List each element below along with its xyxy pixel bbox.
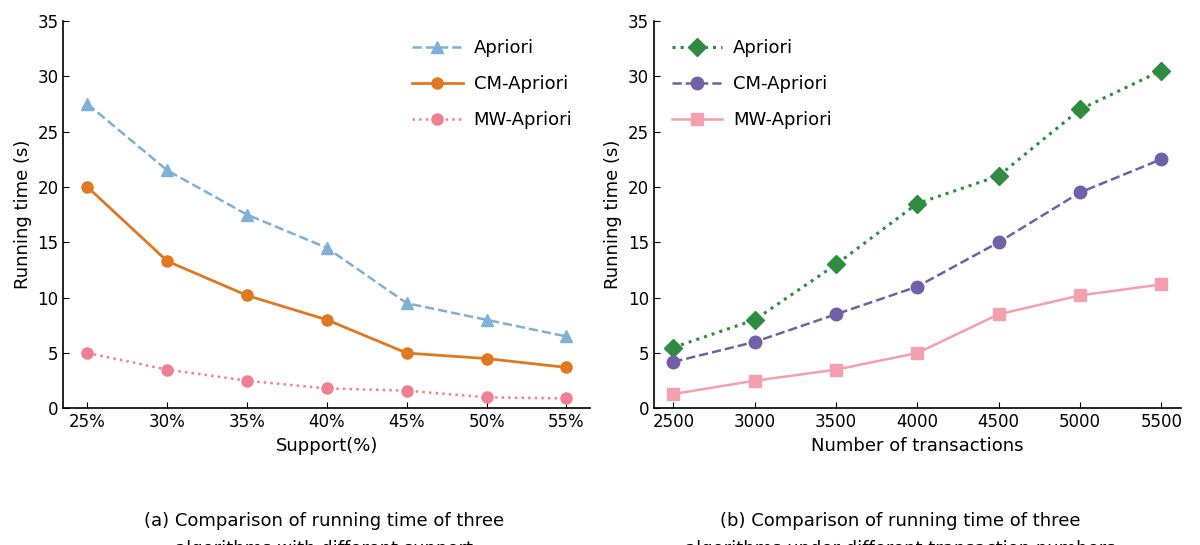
Apriori (1073, 106, 1087, 113)
Apriori (400, 300, 414, 306)
Apriori (160, 167, 174, 174)
MW-Apriori (748, 378, 762, 384)
Text: algorithms under different transaction numbers: algorithms under different transaction n… (685, 540, 1115, 545)
CM-Apriori (1073, 189, 1087, 196)
CM-Apriori (829, 311, 844, 318)
MW-Apriori (479, 394, 493, 401)
MW-Apriori (666, 391, 680, 397)
Line: CM-Apriori: CM-Apriori (667, 153, 1168, 368)
CM-Apriori (559, 364, 574, 371)
Apriori (240, 211, 254, 218)
Apriori (559, 333, 574, 340)
MW-Apriori (160, 366, 174, 373)
Apriori (80, 101, 95, 107)
MW-Apriori (240, 378, 254, 384)
Apriori (479, 317, 493, 323)
Text: (a) Comparison of running time of three: (a) Comparison of running time of three (144, 512, 504, 530)
CM-Apriori (1154, 156, 1169, 162)
CM-Apriori (666, 359, 680, 365)
Line: Apriori: Apriori (82, 98, 572, 343)
CM-Apriori (991, 239, 1006, 246)
X-axis label: Support(%): Support(%) (276, 437, 378, 455)
Apriori (829, 261, 844, 268)
Y-axis label: Running time (s): Running time (s) (605, 140, 623, 289)
Text: algorithms with different support: algorithms with different support (175, 540, 473, 545)
Apriori (991, 173, 1006, 179)
MW-Apriori (1154, 281, 1169, 288)
Apriori (748, 317, 762, 323)
MW-Apriori (400, 387, 414, 394)
MW-Apriori (319, 385, 334, 392)
Apriori (1154, 68, 1169, 74)
CM-Apriori (240, 292, 254, 299)
Legend: Apriori, CM-Apriori, MW-Apriori: Apriori, CM-Apriori, MW-Apriori (662, 30, 841, 138)
Apriori (319, 245, 334, 251)
CM-Apriori (748, 338, 762, 345)
MW-Apriori (829, 366, 844, 373)
Text: (b) Comparison of running time of three: (b) Comparison of running time of three (720, 512, 1080, 530)
CM-Apriori (400, 350, 414, 356)
CM-Apriori (910, 283, 924, 290)
Legend: Apriori, CM-Apriori, MW-Apriori: Apriori, CM-Apriori, MW-Apriori (403, 30, 581, 138)
Line: CM-Apriori: CM-Apriori (82, 181, 572, 373)
Apriori (666, 344, 680, 351)
CM-Apriori (479, 355, 493, 362)
Y-axis label: Running time (s): Running time (s) (14, 140, 32, 289)
Line: MW-Apriori: MW-Apriori (667, 279, 1166, 399)
MW-Apriori (910, 350, 924, 356)
Apriori (910, 201, 924, 207)
CM-Apriori (160, 258, 174, 264)
CM-Apriori (319, 317, 334, 323)
MW-Apriori (991, 311, 1006, 318)
MW-Apriori (559, 395, 574, 402)
CM-Apriori (80, 184, 95, 190)
MW-Apriori (1073, 292, 1087, 299)
X-axis label: Number of transactions: Number of transactions (811, 437, 1024, 455)
Line: MW-Apriori: MW-Apriori (82, 348, 572, 404)
MW-Apriori (80, 350, 95, 356)
Line: Apriori: Apriori (667, 64, 1168, 354)
